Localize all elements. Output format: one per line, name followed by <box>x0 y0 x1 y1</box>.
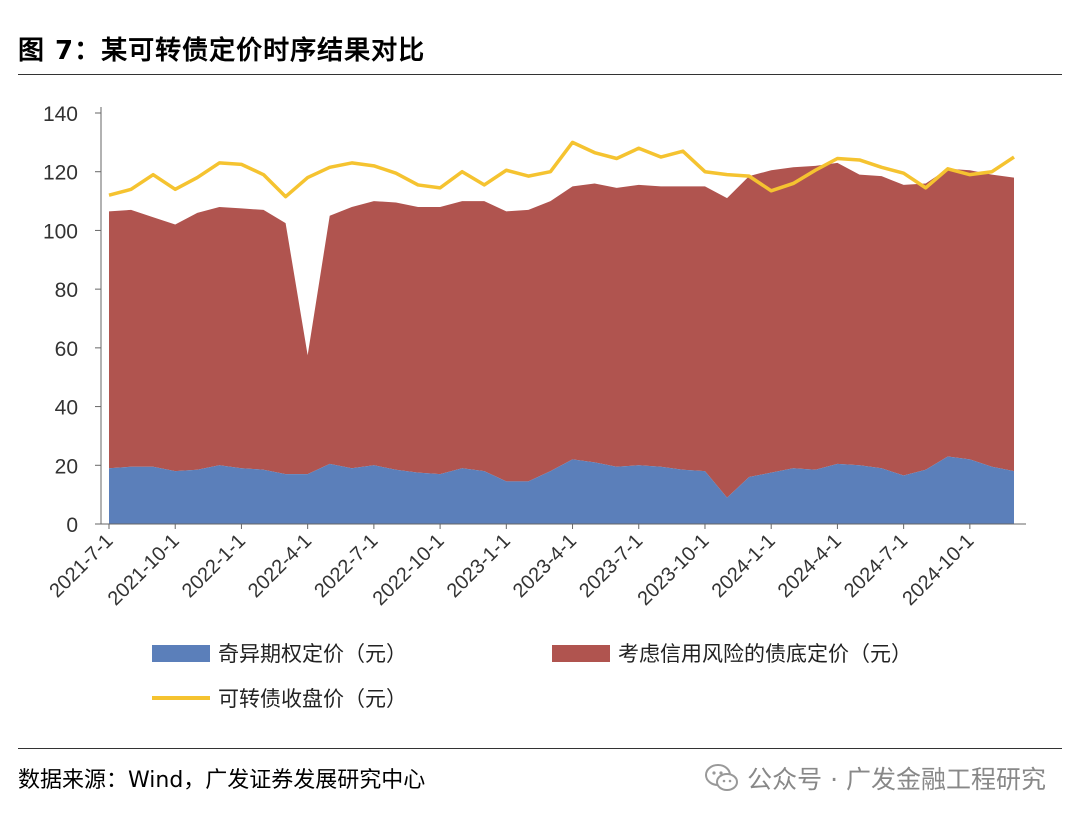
watermark-text: 公众号 · 广发金融工程研究 <box>747 765 1046 794</box>
y-tick-label: 100 <box>43 220 78 243</box>
x-tick-label: 2024-1-1 <box>708 530 780 602</box>
y-tick-label: 80 <box>55 279 78 302</box>
x-tick-label: 2021-10-1 <box>104 530 184 610</box>
x-tick-label: 2024-10-1 <box>898 530 978 610</box>
footer-divider <box>18 748 1062 749</box>
legend-swatch <box>152 645 210 662</box>
x-tick-label: 2023-4-1 <box>509 530 581 602</box>
y-tick-label: 140 <box>43 103 78 126</box>
legend-label: 可转债收盘价（元） <box>218 687 407 711</box>
legend-swatch <box>552 645 610 662</box>
y-tick-label: 20 <box>55 455 78 478</box>
x-tick-label: 2022-1-1 <box>178 530 250 602</box>
series-bond-area <box>109 162 1014 498</box>
x-tick-label: 2024-4-1 <box>774 530 846 602</box>
watermark: 公众号 · 广发金融工程研究 <box>705 760 1046 796</box>
y-tick-label: 0 <box>66 514 78 537</box>
wechat-icon <box>705 764 739 791</box>
y-tick-label: 40 <box>55 397 78 420</box>
page-title: 图 7：某可转债定价时序结果对比 <box>18 36 426 66</box>
legend-label: 考虑信用风险的债底定价（元） <box>618 642 912 666</box>
data-source: 数据来源：Wind，广发证券发展研究中心 <box>18 768 426 793</box>
series-option-area <box>109 456 1014 524</box>
plot-area <box>108 140 1015 524</box>
x-tick-label: 2022-4-1 <box>244 530 316 602</box>
x-tick-label: 2022-10-1 <box>369 530 449 610</box>
x-tick-label: 2023-10-1 <box>633 530 713 610</box>
legend-label: 奇异期权定价（元） <box>218 642 407 666</box>
legend: 奇异期权定价（元） 考虑信用风险的债底定价（元） 可转债收盘价（元） <box>152 642 912 711</box>
y-tick-label: 60 <box>55 338 78 361</box>
y-tick-label: 120 <box>43 162 78 185</box>
series-price-line <box>108 140 1015 199</box>
x-tick-label: 2023-1-1 <box>443 530 515 602</box>
title-divider <box>18 74 1062 75</box>
